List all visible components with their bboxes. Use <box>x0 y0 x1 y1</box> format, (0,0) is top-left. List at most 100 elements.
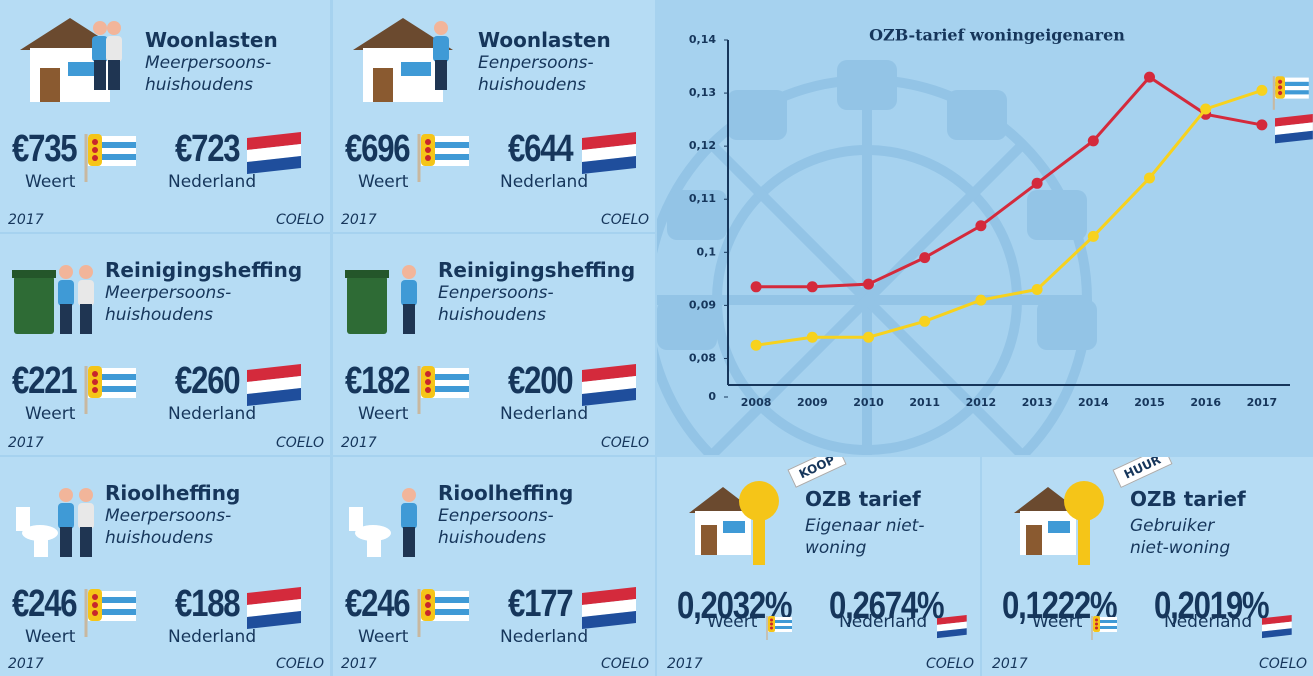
weert-value: €696 <box>345 128 409 171</box>
nl-value: €644 <box>508 128 572 171</box>
tile-subtitle: Meerpersoons-huishoudens <box>105 282 265 326</box>
weert-flag <box>415 360 473 420</box>
data-point <box>807 332 818 343</box>
weert-label: Weert <box>707 612 757 632</box>
nl-label: Nederland <box>1164 612 1252 632</box>
nl-value: €200 <box>508 360 572 403</box>
nl-label: Nederland <box>168 627 256 647</box>
year: 2017 <box>8 212 44 228</box>
nl-value: €188 <box>175 583 239 626</box>
y-tick-label: 0 <box>708 390 716 403</box>
weert-flag <box>1090 613 1119 641</box>
data-point <box>919 252 930 263</box>
badge: KOOP <box>787 457 846 488</box>
source: COELO <box>276 435 324 451</box>
tile-title: Reinigingsheffing <box>105 258 302 282</box>
weert-value: €246 <box>345 583 409 626</box>
year: 2017 <box>341 656 377 672</box>
source: COELO <box>926 656 974 672</box>
weert-label: Weert <box>358 404 408 424</box>
house-icon <box>10 10 130 114</box>
source: COELO <box>601 435 649 451</box>
data-point <box>975 220 986 231</box>
y-tick-label: 0,09 <box>689 298 716 311</box>
data-point <box>1032 178 1043 189</box>
house-key-icon <box>1004 471 1114 571</box>
chart-title: OZB-tarief woningeigenaren <box>869 26 1125 45</box>
source: COELO <box>1259 656 1307 672</box>
data-point <box>1256 119 1267 130</box>
nl-label: Nederland <box>839 612 927 632</box>
data-point <box>863 332 874 343</box>
y-tick-label: 0,11 <box>689 192 716 205</box>
y-tick-label: 0,1 <box>697 245 717 258</box>
weert-flag <box>415 360 473 416</box>
toilet-icon <box>10 477 105 567</box>
year: 2017 <box>667 656 703 672</box>
data-point <box>751 281 762 292</box>
tile: WoonlastenEenpersoons-huishoudens€696Wee… <box>333 0 655 232</box>
y-tick-label: 0,08 <box>689 351 716 364</box>
x-tick-label: 2008 <box>741 396 772 409</box>
weert-value: €735 <box>12 128 76 171</box>
weert-value: €221 <box>12 360 76 403</box>
data-point <box>1144 72 1155 83</box>
year: 2017 <box>341 212 377 228</box>
weert-flag <box>415 128 473 188</box>
house-icon <box>343 10 463 114</box>
weert-flag <box>82 128 140 188</box>
nl-flag <box>937 615 968 639</box>
nl-flag <box>582 587 638 631</box>
ozb-subtitle: Eigenaar niet-woning <box>805 515 925 559</box>
infographic: OZB-tarief woningeigenaren 0 0,08 0,09 0,1 0… <box>0 0 1313 676</box>
data-point <box>1256 85 1267 96</box>
tile-title: Rioolheffing <box>105 481 240 505</box>
data-point <box>751 340 762 351</box>
x-tick-label: 2017 <box>1247 396 1278 409</box>
tile-title: Reinigingsheffing <box>438 258 635 282</box>
nl-flag <box>937 615 968 641</box>
x-tick-label: 2016 <box>1190 396 1221 409</box>
chart: OZB-tarief woningeigenaren 0 0,08 0,09 0,1 0… <box>657 0 1313 455</box>
ozb-tile: KOOPOZB tariefEigenaar niet-woning0,2032… <box>657 457 980 676</box>
weert-label: Weert <box>358 172 408 192</box>
tile: RioolheffingMeerpersoons-huishoudens€246… <box>0 457 330 676</box>
toilet-icon <box>10 477 105 571</box>
x-tick-label: 2011 <box>909 396 940 409</box>
weert-label: Weert <box>25 627 75 647</box>
y-tick-label: 0,12 <box>689 139 716 152</box>
nl-flag <box>247 587 303 631</box>
house-icon <box>343 10 463 110</box>
nl-value: €260 <box>175 360 239 403</box>
year: 2017 <box>341 435 377 451</box>
nl-flag <box>582 132 638 176</box>
data-point <box>1088 135 1099 146</box>
data-point <box>1088 231 1099 242</box>
tile-subtitle: Meerpersoons-huishoudens <box>145 52 305 96</box>
data-point <box>975 295 986 306</box>
nl-value: €177 <box>508 583 572 626</box>
tile-subtitle: Eenpersoons-huishoudens <box>438 282 598 326</box>
nl-flag <box>247 364 303 408</box>
x-tick-label: 2010 <box>853 396 884 409</box>
weert-flag <box>415 583 473 639</box>
source: COELO <box>276 656 324 672</box>
house-key-icon <box>1004 471 1114 575</box>
tile-title: Woonlasten <box>145 28 278 52</box>
weert-value: €182 <box>345 360 409 403</box>
nl-label: Nederland <box>168 172 256 192</box>
bin-icon <box>10 254 105 344</box>
nl-flag <box>582 364 638 408</box>
house-icon <box>10 10 130 110</box>
weert-flag <box>82 583 140 639</box>
ozb-subtitle: Gebruiker niet-woning <box>1130 515 1250 559</box>
weert-flag <box>1090 613 1119 643</box>
ozb-title: OZB tarief <box>1130 487 1246 511</box>
x-tick-label: 2015 <box>1134 396 1165 409</box>
tile-title: Woonlasten <box>478 28 611 52</box>
year: 2017 <box>8 656 44 672</box>
